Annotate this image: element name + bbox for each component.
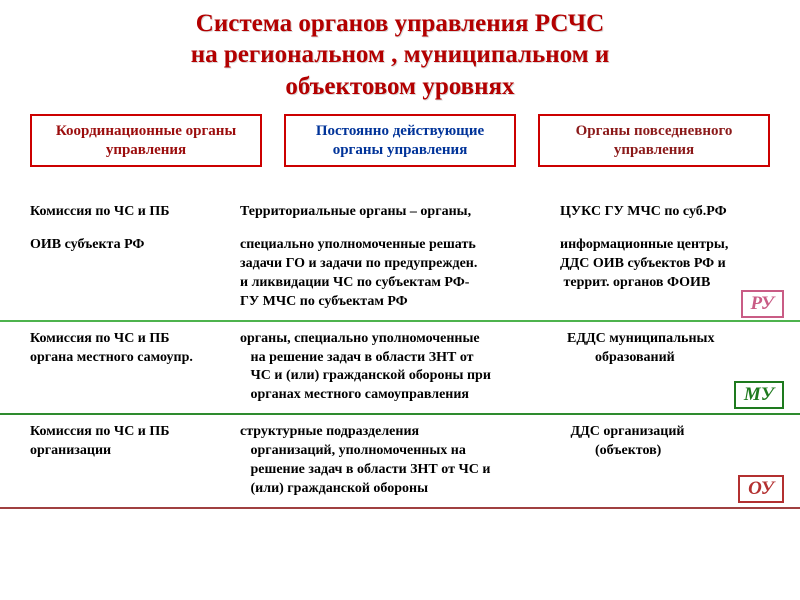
tag-mu: МУ [734,381,784,409]
header-box-coord: Координационные органы управления [30,114,262,168]
ru-row-1: Комиссия по ЧС и ПБ Территориальные орга… [30,203,770,222]
tag-ru: РУ [741,290,784,318]
ou-right: ДДС организаций (объектов) [560,423,760,499]
title-line-1: Система органов управления РСЧС [196,10,604,37]
ru-right-2: информационные центры, ДДС ОИВ субъектов… [560,236,760,312]
mu-left: Комиссия по ЧС и ПБ органа местного само… [30,330,240,406]
ru-left-2: ОИВ субъекта РФ [30,236,240,312]
divider-ou [0,507,800,509]
ru-mid-1: Территориальные органы – органы, [240,203,560,222]
ru-row-2: ОИВ субъекта РФ специально уполномоченны… [30,236,770,312]
title-line-2: на региональном , муниципальном и [191,41,610,68]
section-municipal: Комиссия по ЧС и ПБ органа местного само… [0,322,800,414]
header-box-daily: Органы повседневного управления [538,114,770,168]
mu-mid: органы, специально уполномоченные на реш… [240,330,560,406]
title-line-3: объектовом уровнях [285,73,514,100]
ou-row: Комиссия по ЧС и ПБ организации структур… [30,423,770,499]
section-regional: Комиссия по ЧС и ПБ Территориальные орга… [0,181,800,319]
header-box-permanent: Постоянно действующие органы управления [284,114,516,168]
page-title: Система органов управления РСЧС на регио… [0,0,800,108]
mu-row: Комиссия по ЧС и ПБ органа местного само… [30,330,770,406]
header-boxes: Координационные органы управления Постоя… [0,108,800,182]
ou-left: Комиссия по ЧС и ПБ организации [30,423,240,499]
section-object: Комиссия по ЧС и ПБ организации структур… [0,415,800,507]
ru-right-1: ЦУКС ГУ МЧС по суб.РФ [560,203,760,222]
ru-left-1: Комиссия по ЧС и ПБ [30,203,240,222]
ru-mid-2: специально уполномоченные решать задачи … [240,236,560,312]
ou-mid: структурные подразделения организаций, у… [240,423,560,499]
mu-right: ЕДДС муниципальных образований [560,330,760,406]
tag-ou: ОУ [738,475,784,503]
